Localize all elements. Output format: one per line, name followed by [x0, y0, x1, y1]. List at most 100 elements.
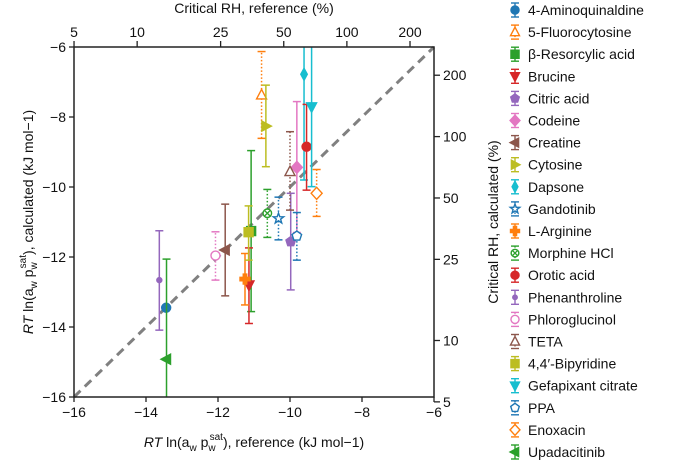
legend-item: 5-Fluorocytosine — [509, 24, 632, 40]
legend-item: Citric acid — [509, 90, 589, 106]
x-axis-label: RT ln(aw pwsat), reference (kJ mol−1) — [144, 432, 364, 454]
legend-item: Creatine — [508, 135, 581, 151]
legend-marker — [512, 294, 518, 301]
legend-item: Gandotinib — [508, 201, 596, 217]
legend-label: 5-Fluorocytosine — [528, 24, 632, 40]
legend-label: Brucine — [528, 68, 576, 84]
legend-item: Dapsone — [511, 179, 584, 195]
legend-item: Gefapixant citrate — [509, 378, 638, 394]
legend-item: Phenanthroline — [511, 289, 622, 305]
top-tick-label: 10 — [129, 24, 145, 40]
x-tick-label: −16 — [62, 404, 86, 420]
legend-marker — [509, 114, 521, 127]
legend-item: 4,4′-Bipyridine — [510, 356, 616, 372]
marker — [299, 66, 309, 82]
legend-item: Upadacitinib — [508, 444, 605, 460]
legend-item: Brucine — [509, 68, 576, 84]
marker — [159, 353, 172, 366]
data-point-4-4-bipyridine — [243, 205, 254, 261]
legend-label: Cytosine — [528, 157, 583, 173]
marker — [210, 250, 221, 261]
data-point-enoxacin — [310, 168, 324, 218]
data-point-citric-acid — [285, 192, 297, 291]
marker — [218, 243, 230, 257]
top-axis-label: Critical RH, reference (%) — [174, 0, 333, 16]
marker — [243, 226, 254, 238]
data-point-morphine-hcl — [262, 188, 273, 239]
marker-cross — [264, 210, 271, 217]
legend-label: PPA — [528, 400, 556, 416]
top-tick-label: 100 — [335, 24, 359, 40]
y-tick-label: −14 — [42, 319, 66, 335]
marker — [283, 164, 297, 177]
legend-marker — [510, 159, 522, 171]
legend-marker — [509, 225, 521, 237]
legend: 4-Aminoquinaldine 5-Fluorocytosine β-Resor… — [508, 2, 644, 460]
data-point-gefapixant-citrate — [305, 47, 318, 188]
legend-item: Phloroglucinol — [510, 311, 616, 327]
legend-marker — [510, 5, 520, 15]
legend-item: Enoxacin — [509, 422, 586, 438]
reference-line — [72, 45, 436, 399]
right-tick-label: 200 — [443, 67, 467, 83]
y-tick-label: −16 — [42, 389, 66, 405]
legend-item: Cytosine — [510, 157, 583, 173]
x-tick-label: −10 — [278, 404, 302, 420]
legend-marker — [508, 136, 520, 149]
x-tick-label: −12 — [206, 404, 230, 420]
legend-label: Dapsone — [528, 179, 584, 195]
legend-label: Upadacitinib — [528, 444, 605, 460]
legend-label: Enoxacin — [528, 422, 586, 438]
legend-label: TETA — [528, 334, 563, 350]
y-axis-label: RT ln(aw pwsat), calculated (kJ mol−1) — [18, 110, 40, 334]
data-points — [155, 47, 324, 397]
y-tick-label: −6 — [50, 39, 66, 55]
y-tick-label: −10 — [42, 179, 66, 195]
marker — [305, 102, 318, 114]
legend-label: Phenanthroline — [528, 289, 622, 305]
marker — [290, 160, 304, 175]
right-tick-label: 25 — [443, 251, 459, 267]
legend-label: Gefapixant citrate — [528, 378, 638, 394]
legend-marker — [509, 71, 521, 83]
data-point-orotic-acid — [301, 103, 312, 191]
data-point-creatine — [218, 203, 230, 297]
data-point-upadacitinib — [159, 258, 172, 397]
top-tick-label: 5 — [70, 24, 78, 40]
marker — [301, 141, 312, 152]
right-tick-label: 50 — [443, 190, 459, 206]
legend-label: L-Arginine — [528, 223, 592, 239]
legend-marker — [509, 25, 521, 37]
legend-marker — [509, 381, 521, 393]
legend-label: Citric acid — [528, 90, 589, 106]
y-tick-label: −12 — [42, 249, 66, 265]
legend-marker — [511, 179, 519, 194]
x-tick-label: −14 — [134, 404, 158, 420]
top-tick-label: 50 — [276, 24, 292, 40]
marker — [261, 119, 273, 133]
legend-item: L-Arginine — [509, 223, 592, 239]
marker — [291, 230, 303, 241]
data-point-phenanthroline — [155, 230, 164, 331]
legend-item: Orotic acid — [510, 267, 595, 283]
right-tick-label: 5 — [443, 394, 451, 410]
legend-marker — [509, 335, 521, 346]
legend-item: Codeine — [509, 113, 580, 129]
legend-label: Phloroglucinol — [528, 311, 616, 327]
marker — [156, 276, 163, 284]
data-point-phloroglucinol — [210, 231, 221, 281]
legend-label: Orotic acid — [528, 267, 595, 283]
right-tick-label: 100 — [443, 129, 467, 145]
legend-label: Morphine HCl — [528, 245, 614, 261]
marker-cross — [512, 250, 518, 256]
marker — [310, 186, 324, 201]
x-tick-label: −8 — [354, 404, 370, 420]
legend-label: 4,4′-Bipyridine — [528, 356, 616, 372]
legend-marker — [508, 446, 520, 458]
axes: −16 −14 −12 −10 −8 −6−16−14−12−10−8−65 10 25 50 1… — [42, 24, 466, 420]
marker — [239, 273, 251, 285]
legend-label: Creatine — [528, 135, 581, 151]
legend-item: 4-Aminoquinaldine — [510, 2, 644, 18]
legend-marker — [509, 423, 521, 437]
